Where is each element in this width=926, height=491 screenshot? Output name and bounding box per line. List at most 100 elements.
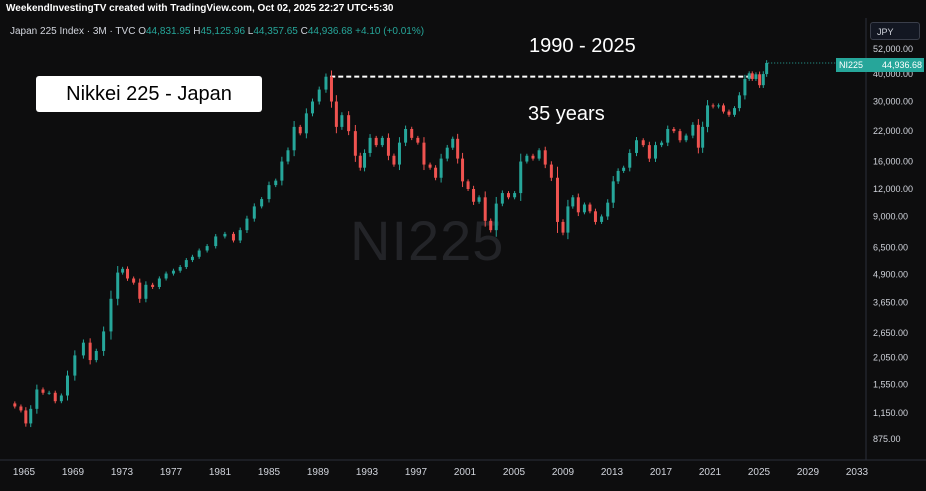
candle-body	[205, 246, 209, 251]
candle-body	[519, 161, 523, 194]
y-tick-label: 12,000.00	[873, 184, 913, 194]
price-tag-symbol: NI225	[836, 58, 866, 72]
candle-body	[439, 158, 443, 178]
candle-body	[717, 105, 721, 107]
candle-body	[231, 233, 235, 241]
x-tick-label: 2025	[748, 467, 771, 478]
candle-body	[164, 273, 168, 279]
candle-body	[733, 108, 736, 115]
candle-body	[374, 137, 378, 146]
candle-body	[747, 73, 751, 79]
candle-body	[672, 128, 676, 132]
open-label: O	[138, 26, 146, 37]
candle-body	[109, 298, 113, 332]
x-tick-label: 1973	[111, 467, 134, 478]
candle-body	[678, 131, 682, 141]
candle-body	[310, 101, 314, 114]
y-tick-label: 1,550.00	[873, 379, 908, 389]
candle-body	[29, 408, 33, 424]
y-tick-label: 3,650.00	[873, 298, 908, 308]
currency-button[interactable]: JPY	[870, 22, 920, 40]
candle-body	[576, 197, 580, 213]
candle-body	[416, 137, 420, 143]
candle-body	[252, 206, 256, 219]
candle-body	[334, 101, 338, 127]
x-tick-label: 1997	[405, 467, 428, 478]
candle-body	[506, 193, 510, 198]
candle-body	[543, 150, 547, 165]
last-price-tag: 44,936.68	[866, 58, 924, 72]
candle-body	[126, 268, 130, 279]
candle-body	[102, 331, 106, 351]
candle-body	[274, 180, 278, 186]
x-tick-label: 1977	[160, 467, 183, 478]
candle-body	[628, 152, 632, 168]
candle-body	[660, 142, 664, 146]
candle-body	[190, 256, 194, 261]
high-value: 45,125.96	[200, 26, 246, 37]
candle-body	[292, 126, 296, 151]
candle-body	[531, 155, 535, 159]
x-tick-label: 1985	[258, 467, 281, 478]
candle-body	[121, 268, 125, 273]
x-tick-label: 2009	[552, 467, 575, 478]
candle-body	[317, 89, 321, 102]
candle-body	[566, 206, 570, 233]
candle-body	[392, 155, 396, 165]
candle-body	[477, 197, 481, 202]
candle-body	[81, 342, 85, 356]
candle-body	[353, 131, 357, 156]
candle-body	[171, 270, 175, 274]
candle-body	[197, 250, 201, 257]
x-tick-label: 2033	[846, 467, 869, 478]
candle-body	[41, 389, 45, 393]
y-tick-label: 2,050.00	[873, 353, 908, 363]
y-tick-label: 2,650.00	[873, 328, 908, 338]
chart-credit: WeekendInvestingTV created with TradingV…	[6, 3, 394, 14]
candle-body	[184, 260, 188, 268]
change-value: +4.10 (+0.01%)	[355, 26, 425, 37]
legend-title: Japan 225 Index · 3M · TVC	[10, 26, 136, 37]
candle-body	[525, 155, 529, 162]
candle-body	[754, 74, 758, 79]
candle-body	[404, 128, 408, 143]
candle-body	[758, 74, 762, 86]
candle-body	[324, 76, 328, 90]
candle-body	[214, 236, 218, 247]
candle-body	[600, 216, 604, 222]
candle-body	[653, 145, 657, 159]
x-tick-label: 1981	[209, 467, 232, 478]
candle-body	[24, 410, 28, 424]
x-tick-label: 1965	[13, 467, 36, 478]
y-tick-label: 30,000.00	[873, 97, 913, 107]
candle-body	[434, 167, 438, 178]
candle-body	[157, 278, 161, 287]
candle-body	[549, 164, 553, 178]
candle-body	[691, 124, 695, 136]
x-tick-label: 2001	[454, 467, 477, 478]
period-annotation: 1990 - 2025	[529, 35, 636, 57]
title-annotation: Nikkei 225 - Japan	[36, 76, 262, 112]
candle-body	[267, 185, 271, 200]
candle-body	[260, 199, 264, 207]
x-tick-label: 2013	[601, 467, 624, 478]
candle-body	[750, 73, 754, 79]
symbol-watermark: NI225	[350, 209, 505, 272]
candle-body	[489, 220, 493, 231]
y-tick-label: 22,000.00	[873, 126, 913, 136]
candle-body	[363, 152, 367, 168]
candle-body	[47, 392, 51, 394]
x-tick-label: 1989	[307, 467, 330, 478]
y-tick-label: 875.00	[873, 434, 901, 444]
candle-body	[561, 221, 565, 233]
candle-body	[380, 137, 384, 146]
candle-body	[461, 158, 465, 182]
x-tick-label: 2029	[797, 467, 820, 478]
candle-body	[286, 150, 290, 162]
candle-body	[635, 140, 638, 153]
candle-body	[422, 142, 426, 165]
candle-body	[73, 355, 77, 376]
candle-body	[727, 111, 731, 115]
candle-body	[472, 189, 476, 202]
